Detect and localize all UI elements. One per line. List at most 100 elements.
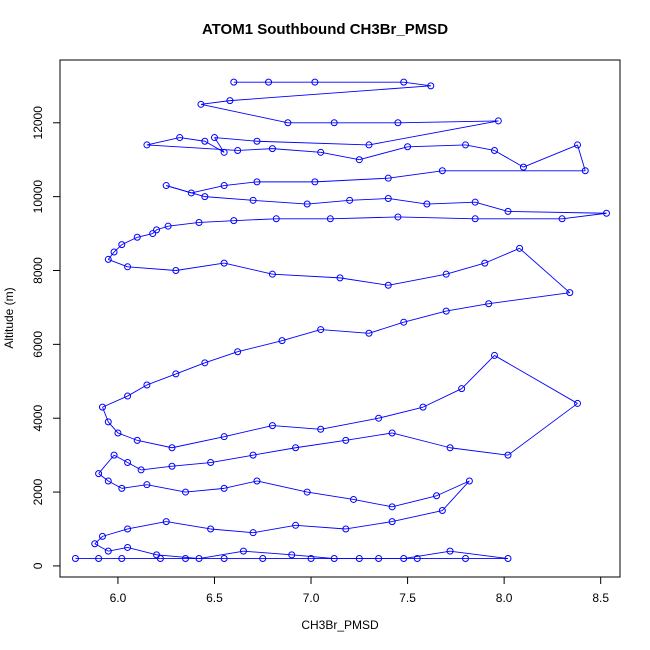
data-point xyxy=(458,385,466,393)
data-point xyxy=(220,182,228,190)
profile-segment xyxy=(233,218,277,222)
profile-segment xyxy=(407,144,466,148)
profile-segment xyxy=(171,462,211,467)
data-point xyxy=(446,444,454,452)
data-point xyxy=(272,215,280,223)
x-tick-label: 7.5 xyxy=(399,591,416,605)
profile-segment xyxy=(359,146,408,161)
data-point xyxy=(438,167,446,175)
data-point xyxy=(153,226,161,234)
data-point xyxy=(98,532,106,540)
data-point xyxy=(168,462,176,470)
data-point xyxy=(124,263,132,271)
data-point xyxy=(230,217,238,225)
data-point xyxy=(249,451,257,459)
data-point xyxy=(124,459,132,467)
data-point xyxy=(311,78,319,86)
profile-segment xyxy=(397,120,499,124)
profile-segment xyxy=(107,251,115,260)
data-point xyxy=(259,555,267,563)
data-point xyxy=(504,207,512,215)
profile-segment xyxy=(446,262,485,275)
data-point xyxy=(427,82,435,90)
data-point xyxy=(481,259,489,267)
data-point xyxy=(220,259,228,267)
data-point xyxy=(574,399,582,407)
data-point xyxy=(278,337,286,345)
data-point xyxy=(330,119,338,127)
profile-segment xyxy=(175,362,205,375)
data-point xyxy=(249,196,257,204)
data-point xyxy=(516,244,524,252)
data-point xyxy=(365,141,373,149)
profile-segment xyxy=(388,198,427,205)
data-point xyxy=(494,117,502,125)
data-point xyxy=(342,525,350,533)
profile-segment xyxy=(237,148,273,151)
profile-segment xyxy=(146,137,180,146)
profile-segment xyxy=(519,247,571,293)
y-axis: 0 2000 4000 6000 8000 10000 12000 xyxy=(31,106,61,569)
profile-segment xyxy=(353,499,393,508)
data-point xyxy=(114,429,122,437)
data-point xyxy=(558,215,566,223)
data-point xyxy=(268,422,276,430)
data-point xyxy=(490,351,498,359)
profile-segment xyxy=(494,150,524,168)
profile-segment xyxy=(295,524,346,530)
profile-segment xyxy=(229,85,431,102)
data-point xyxy=(143,381,151,389)
data-point xyxy=(355,156,363,164)
data-point xyxy=(384,174,392,182)
profile-segment xyxy=(403,310,447,323)
data-point xyxy=(394,213,402,221)
data-point xyxy=(342,436,350,444)
data-point xyxy=(490,146,498,154)
profile-segment xyxy=(224,262,273,275)
profile-segment xyxy=(320,151,360,161)
data-point xyxy=(419,403,427,411)
data-point xyxy=(433,492,441,500)
profile-segment xyxy=(256,480,308,493)
data-point xyxy=(400,78,408,86)
profile-segment xyxy=(98,473,109,482)
profile-segment xyxy=(168,222,200,227)
data-point xyxy=(207,525,215,533)
data-point xyxy=(95,470,103,478)
data-point xyxy=(153,551,161,559)
profile-segment xyxy=(339,277,389,286)
data-point xyxy=(519,163,527,171)
data-point xyxy=(104,477,112,485)
profile-segment xyxy=(108,480,123,489)
data-point xyxy=(104,255,112,263)
data-point xyxy=(388,518,396,526)
profile-segment xyxy=(272,148,321,153)
profile-segment xyxy=(320,417,379,430)
profile-segment xyxy=(200,100,230,105)
data-point xyxy=(201,137,209,145)
data-point xyxy=(182,555,190,563)
data-point xyxy=(303,488,311,496)
profile-segment xyxy=(397,216,476,220)
profile-segment xyxy=(224,425,273,438)
data-point xyxy=(384,194,392,202)
data-point xyxy=(265,78,273,86)
profile-segment xyxy=(166,521,211,530)
data-point xyxy=(133,233,141,241)
profile-segment xyxy=(204,140,225,153)
profile-segment xyxy=(392,510,443,523)
data-point xyxy=(187,189,195,197)
profile-segment xyxy=(307,491,354,500)
data-point xyxy=(253,178,261,186)
data-point xyxy=(504,555,512,563)
profile-segment xyxy=(368,120,499,146)
profile-segment xyxy=(243,550,292,556)
profile-segment xyxy=(102,406,109,423)
profile-segment xyxy=(175,262,225,271)
x-tick-label: 7.0 xyxy=(303,591,320,605)
data-point xyxy=(268,145,276,153)
data-point xyxy=(365,329,373,337)
profile-segment xyxy=(461,355,495,389)
profile-segment xyxy=(127,462,142,471)
